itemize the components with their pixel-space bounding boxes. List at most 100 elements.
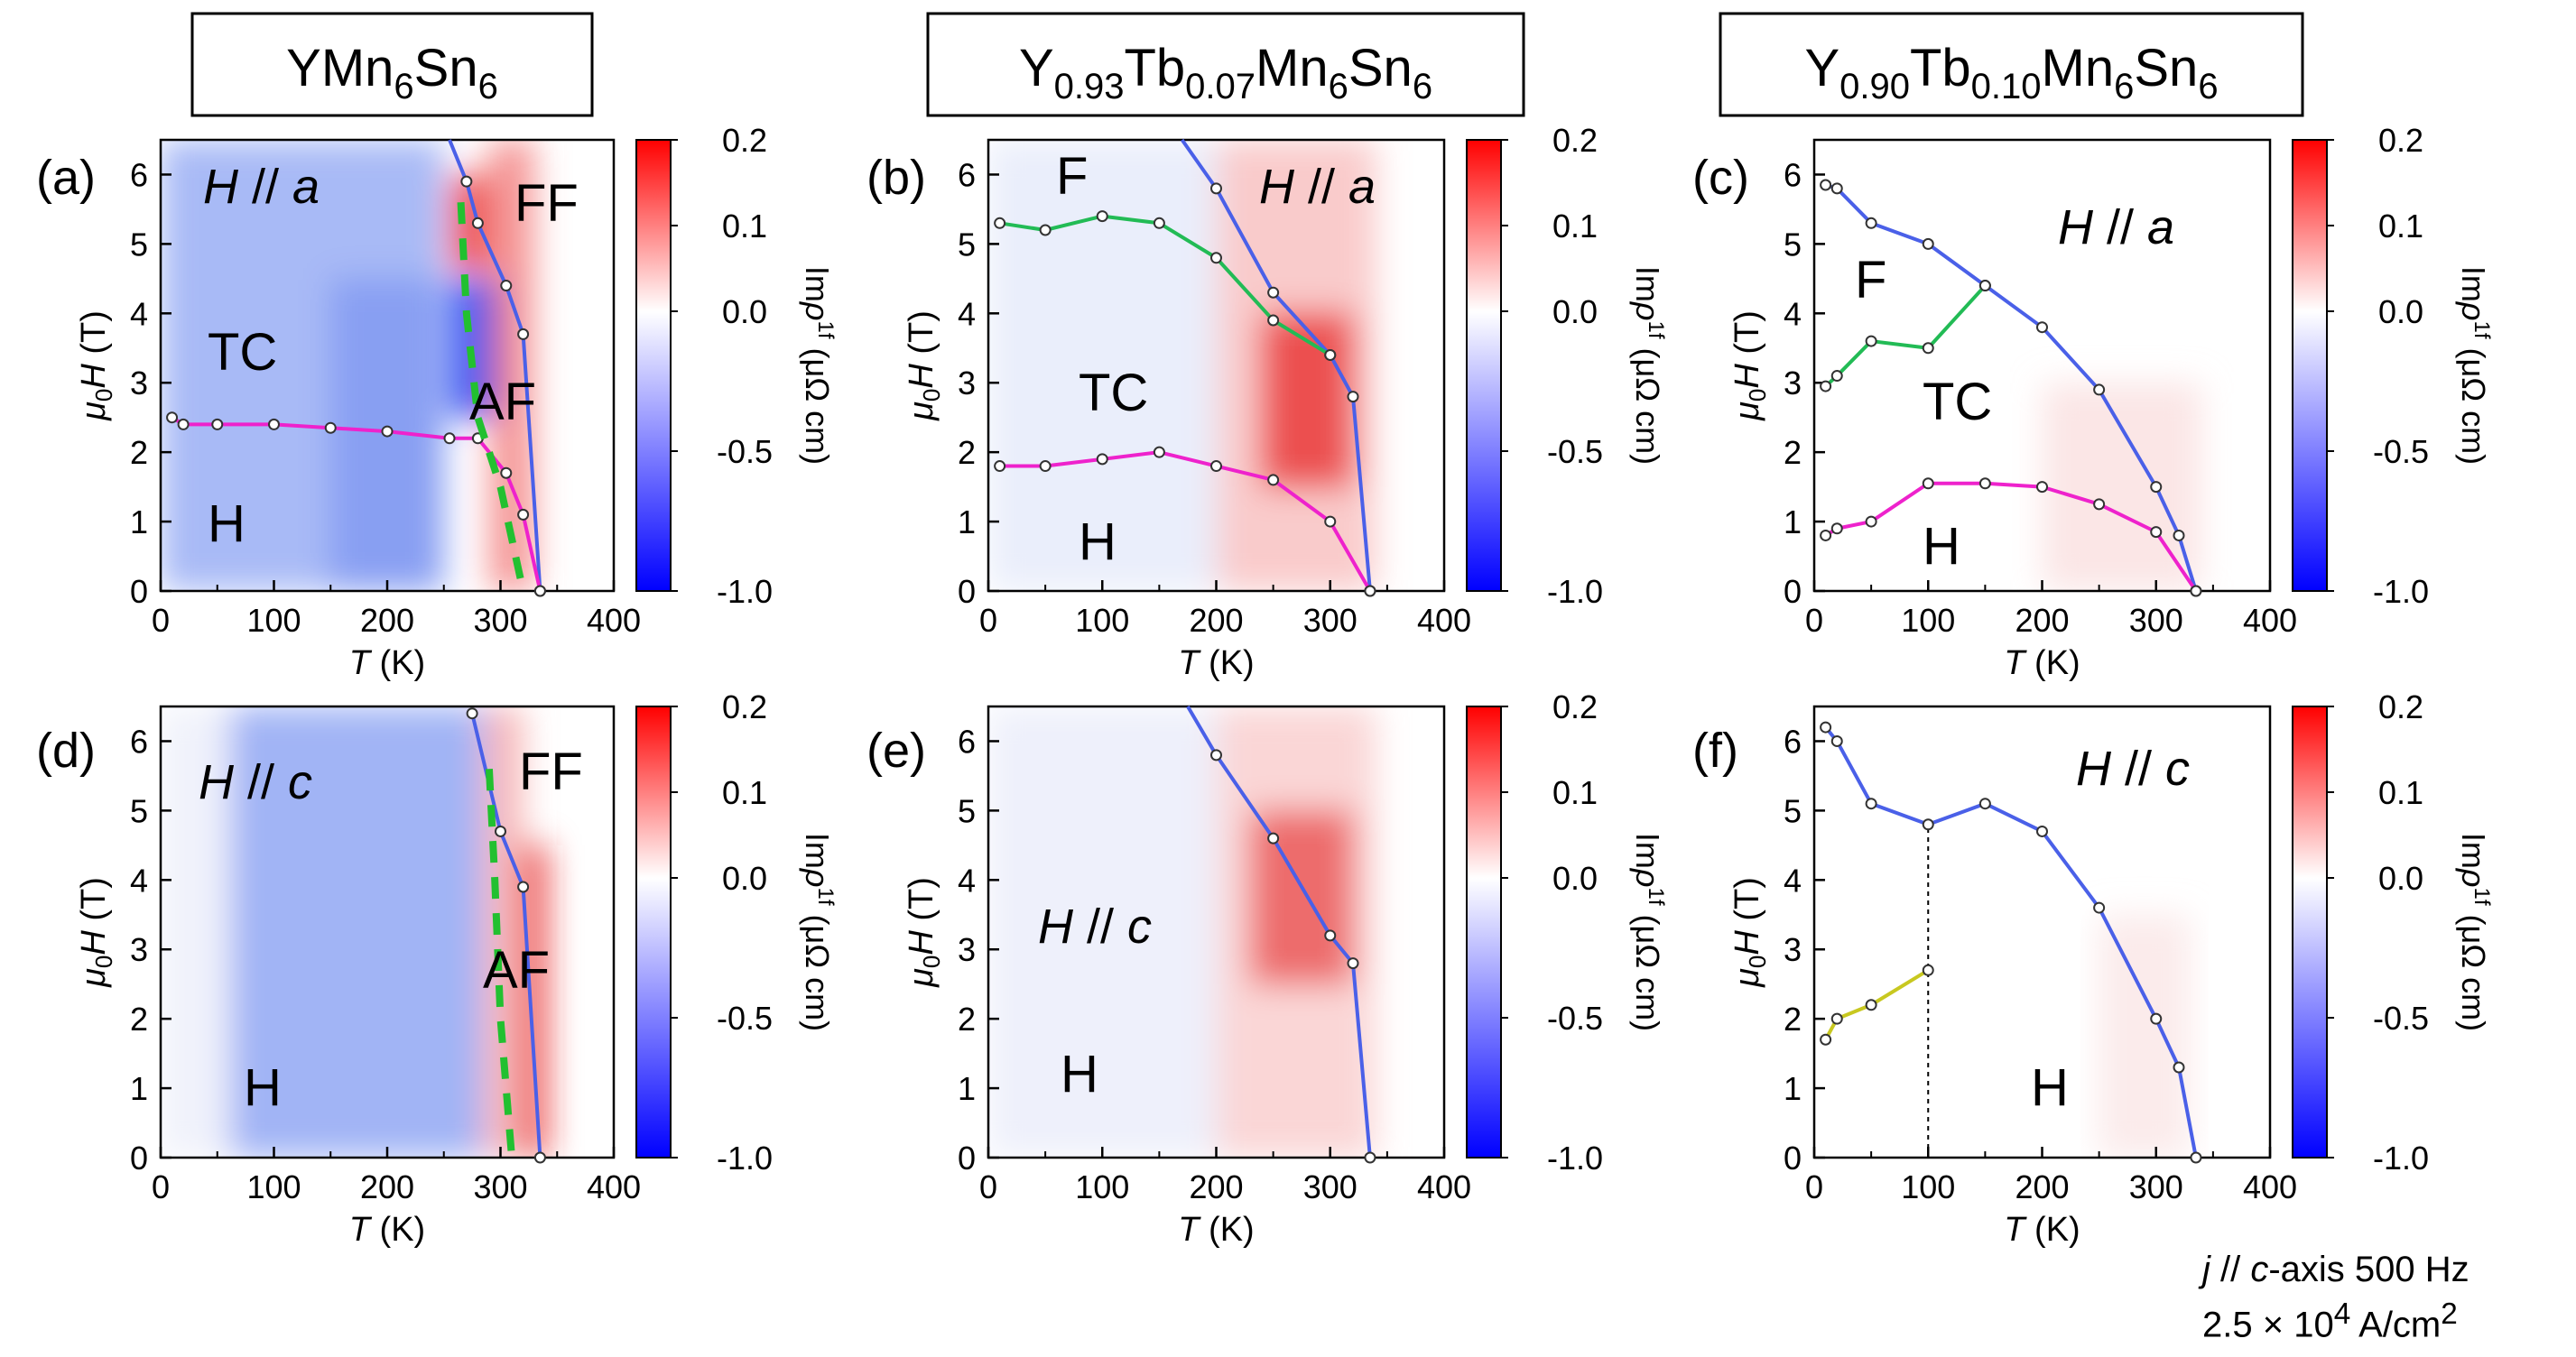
series-point-blue xyxy=(1210,182,1222,195)
heatmap xyxy=(161,706,614,1158)
x-tick-label: 100 xyxy=(1075,602,1129,639)
y-axis-sub: 0 xyxy=(90,955,117,968)
x-axis-unit: (K) xyxy=(1200,1211,1255,1249)
footnote-parallel: // xyxy=(2210,1250,2251,1289)
y-tick-label: 0 xyxy=(130,573,148,610)
field-symbol: H xyxy=(2058,200,2094,254)
x-tick-label: 300 xyxy=(2129,1168,2183,1205)
colorbar-tick-label: 0.0 xyxy=(1552,860,1598,897)
colorbar-label-rho: ρ xyxy=(1629,868,1666,888)
footnote-density-mantissa: 2.5 × 10 xyxy=(2202,1305,2334,1345)
x-axis-label: T (K) xyxy=(2004,1211,2080,1249)
x-axis-unit: (K) xyxy=(370,1211,425,1249)
series-point-blue xyxy=(1922,237,1934,250)
colorbar-label-rho: ρ xyxy=(799,868,836,888)
y-tick-label: 6 xyxy=(130,723,148,760)
field-symbol: H xyxy=(2076,742,2112,796)
footnote-c: c xyxy=(2250,1250,2269,1289)
colorbar-label-im: Im xyxy=(799,833,836,869)
y-tick-label: 4 xyxy=(1784,295,1802,332)
title-subscript: 6 xyxy=(1413,67,1432,106)
y-axis-mu: μ xyxy=(75,968,113,988)
footnote-j: j xyxy=(2202,1250,2210,1289)
field-axis: a xyxy=(2147,200,2174,254)
title-subscript: 0.10 xyxy=(1971,67,2042,106)
colorbar-label: Imρ1f (μΩ cm) xyxy=(799,266,838,465)
series-point-blue xyxy=(495,825,506,837)
field-direction-label: H // a xyxy=(203,160,320,214)
series-point-pink xyxy=(1820,529,1832,541)
series-point-pink xyxy=(1096,453,1108,466)
heatmap-zone xyxy=(161,706,229,1158)
y-tick-label: 5 xyxy=(130,226,148,263)
field-axis: c xyxy=(2165,742,2190,796)
y-tick-label: 5 xyxy=(958,226,976,263)
heatmap xyxy=(988,140,1444,591)
colorbar-tick-label: -0.5 xyxy=(2373,433,2429,470)
colorbar-tick-label: 0.0 xyxy=(722,860,767,897)
footnote-density-exp: 4 xyxy=(2333,1297,2351,1331)
series-point-blue xyxy=(1830,734,1843,747)
phase-label-tc: TC xyxy=(1923,373,1992,431)
footnote-current-density: 2.5 × 104 A/cm2 xyxy=(2202,1297,2458,1345)
y-tick-label: 1 xyxy=(1784,503,1802,540)
y-axis-unit: (T) xyxy=(1728,877,1766,930)
colorbar-tick-label: 0.0 xyxy=(2378,860,2423,897)
title-part: Tb xyxy=(1124,39,1185,97)
y-tick-label: 4 xyxy=(130,295,148,332)
series-point-blue xyxy=(2173,1061,2185,1074)
y-tick-label: 5 xyxy=(1784,226,1802,263)
colorbar-label-rho: ρ xyxy=(2455,301,2492,321)
colorbar-tick-label: 0.2 xyxy=(1552,688,1598,725)
x-tick-label: 300 xyxy=(1303,602,1357,639)
x-tick-label: 0 xyxy=(979,602,997,639)
series-point-yellow xyxy=(1830,1012,1843,1025)
field-parallel: // xyxy=(238,160,292,214)
series-line-green-dashed xyxy=(485,769,516,1159)
x-axis-unit: (K) xyxy=(2025,644,2080,682)
field-direction-label: H // a xyxy=(1259,160,1376,214)
y-tick-label: 0 xyxy=(1784,1140,1802,1177)
series-point-blue xyxy=(1267,832,1280,845)
colorbar-label-sup: 1f xyxy=(2469,320,2494,338)
series-line-yellow xyxy=(1823,968,1930,1041)
series-point-pink xyxy=(517,508,530,521)
panel-letter: (b) xyxy=(866,151,926,205)
series-point-pink xyxy=(1267,474,1280,486)
y-axis-mu: μ xyxy=(1728,402,1766,421)
x-tick-label: 400 xyxy=(587,1168,641,1205)
colorbar-tick-label: 0.1 xyxy=(722,208,767,245)
field-direction-label: H // c xyxy=(1038,900,1152,954)
series-point-pink xyxy=(1865,515,1877,528)
title-subscript: 6 xyxy=(394,67,413,106)
y-tick-label: 4 xyxy=(130,862,148,899)
colorbar-label: Imρ1f (μΩ cm) xyxy=(1629,266,1668,465)
colorbar-label-im: Im xyxy=(1629,266,1666,302)
x-tick-label: 300 xyxy=(473,602,527,639)
heatmap xyxy=(1814,706,2270,1158)
heatmap-zone xyxy=(2099,914,2191,1158)
heatmap-zones xyxy=(988,706,1376,1158)
x-axis-label: T (K) xyxy=(2004,644,2080,682)
field-parallel: // xyxy=(234,755,288,809)
phase-label-h: H xyxy=(208,494,246,553)
series-point-green xyxy=(1978,280,1991,292)
x-tick-label: 0 xyxy=(1805,602,1823,639)
series-line-blue xyxy=(448,139,542,592)
y-axis-sub: 0 xyxy=(918,955,945,968)
colorbar-tick-label: -1.0 xyxy=(1547,1140,1603,1177)
series-point-pink xyxy=(443,432,456,445)
y-axis-label: μ0H (T) xyxy=(903,310,945,421)
y-tick-label: 4 xyxy=(958,295,976,332)
series-point-blue xyxy=(1347,391,1359,403)
colorbar-tick-label: -0.5 xyxy=(717,1000,773,1037)
colorbar-label-im: Im xyxy=(2455,266,2492,302)
colorbar-tick-label: -1.0 xyxy=(2373,1140,2429,1177)
colorbar-label-im: Im xyxy=(1629,833,1666,869)
series-point-blue xyxy=(1364,1151,1376,1164)
y-tick-label: 1 xyxy=(130,503,148,540)
x-axis-label: T (K) xyxy=(349,1211,425,1249)
